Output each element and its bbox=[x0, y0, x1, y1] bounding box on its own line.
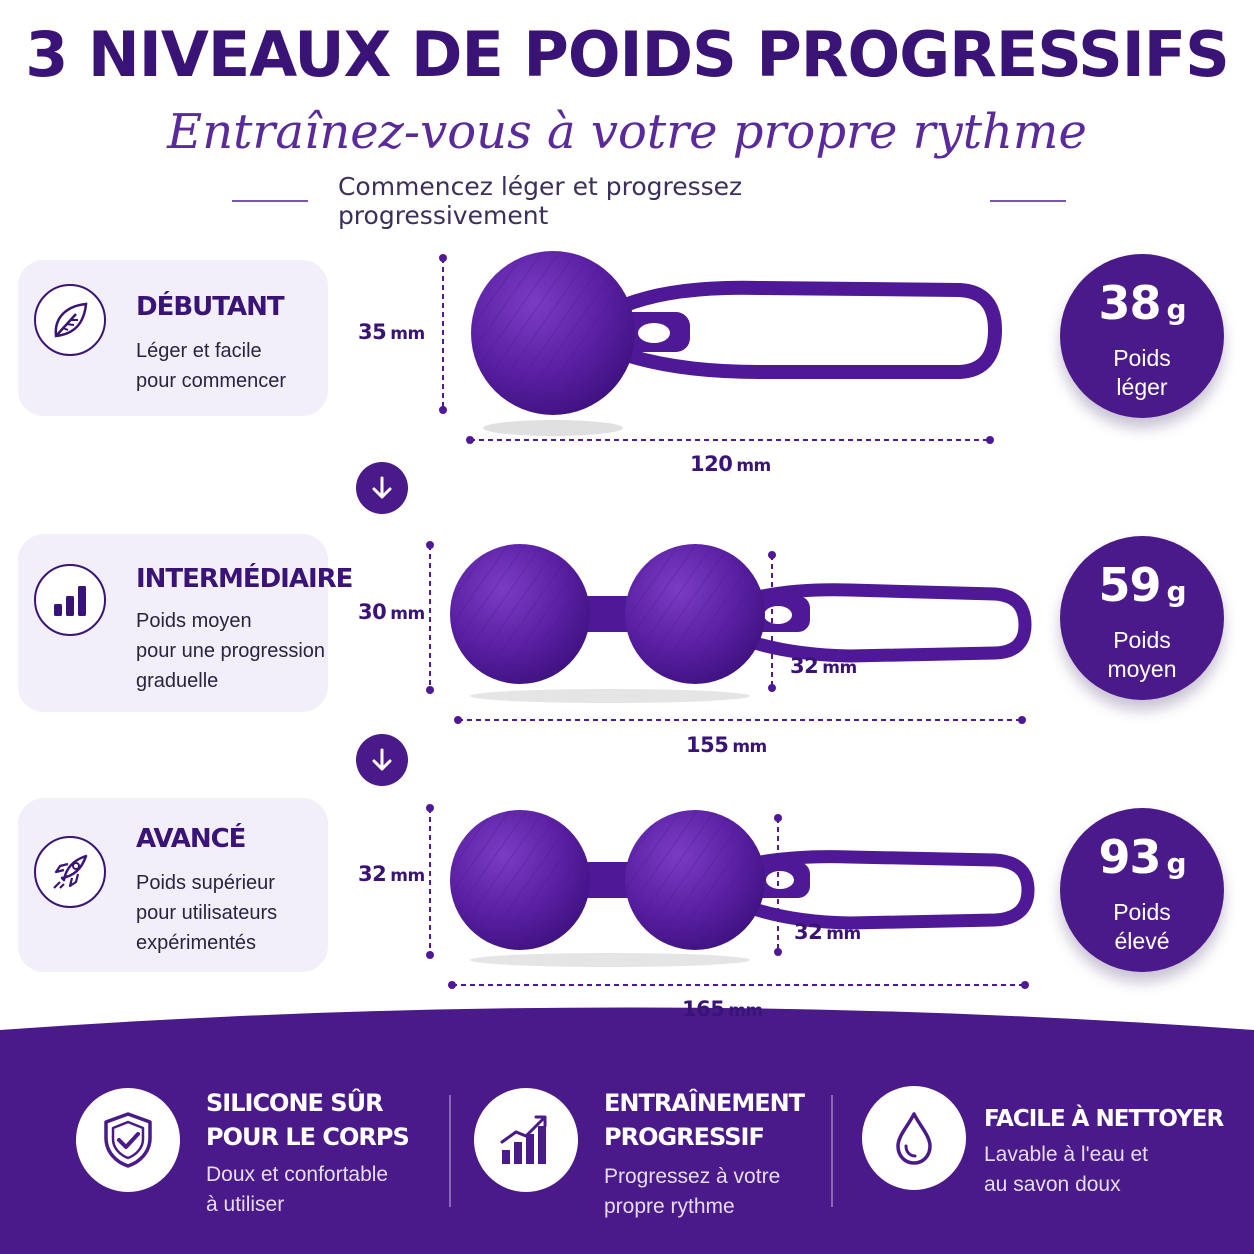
dim-length-level-3: 165 mm bbox=[682, 997, 763, 1021]
dim-ball-level-2: 32 mm bbox=[790, 654, 857, 678]
level-desc-line3: expérimentés bbox=[136, 932, 257, 954]
divider-right bbox=[990, 200, 1066, 202]
product-level-1 bbox=[471, 251, 1002, 436]
level-card-intermediaire: INTERMÉDIAIRE Poids moyen pour une progr… bbox=[18, 534, 353, 712]
weight-value: 59 g bbox=[1098, 558, 1186, 612]
dim-length-level-1: 120 mm bbox=[690, 452, 771, 476]
shield-check-icon bbox=[76, 1088, 180, 1192]
arrow-down-icon bbox=[356, 734, 408, 786]
feature-title: SILICONE SÛR POUR LE CORPS bbox=[206, 1089, 410, 1151]
level-desc-line1: Léger et facile bbox=[136, 340, 262, 362]
tagline: Commencez léger et progressez progressiv… bbox=[337, 172, 743, 230]
weight-label: Poids léger bbox=[1113, 345, 1171, 400]
level-desc-line2: pour une progression bbox=[136, 640, 326, 662]
level-desc-line1: Poids supérieur bbox=[136, 872, 275, 894]
page-subtitle: Entraînez-vous à votre propre rythme bbox=[167, 104, 1087, 160]
dim-ball-level-3: 32 mm bbox=[794, 920, 861, 944]
weight-value: 93 g bbox=[1098, 830, 1186, 884]
rocket-icon bbox=[34, 836, 106, 908]
dim-height-level-3: 32 mm bbox=[358, 862, 425, 886]
arrow-down-icon bbox=[356, 462, 408, 514]
dim-length-level-2: 155 mm bbox=[686, 733, 767, 757]
weight-label: Poids moyen bbox=[1107, 627, 1177, 682]
weight-value: 38 g bbox=[1098, 276, 1186, 330]
dim-height-level-1: 35 mm bbox=[358, 320, 425, 344]
level-desc-line2: pour commencer bbox=[136, 370, 287, 392]
footer-band bbox=[0, 1007, 1254, 1254]
weight-badge-level-3: 93 g Poids élevé bbox=[1060, 808, 1224, 972]
footer-divider bbox=[449, 1095, 451, 1207]
feature-title: ENTRAÎNEMENT PROGRESSIF bbox=[604, 1089, 805, 1151]
level-desc-line1: Poids moyen bbox=[136, 610, 252, 632]
product-level-2 bbox=[450, 544, 1032, 703]
footer-divider bbox=[831, 1095, 833, 1207]
feature-title: FACILE À NETTOYER bbox=[984, 1106, 1224, 1132]
feature-nettoyage: FACILE À NETTOYER Lavable à l'eau et au s… bbox=[862, 1078, 1242, 1228]
level-card-avance: AVANCÉ Poids supérieur pour utilisateurs… bbox=[18, 798, 328, 972]
growth-chart-icon bbox=[474, 1088, 578, 1192]
product-level-3 bbox=[450, 810, 1035, 967]
feature-silicone: SILICONE SÛR POUR LE CORPS Doux et confor… bbox=[76, 1078, 436, 1228]
weight-label: Poids élevé bbox=[1113, 899, 1171, 954]
tagline-row: Commencez léger et progressez progressiv… bbox=[232, 172, 1066, 230]
level-desc-line3: graduelle bbox=[136, 670, 219, 692]
feature-entrainement: ENTRAÎNEMENT PROGRESSIF Progressez à votr… bbox=[474, 1078, 824, 1228]
water-drop-icon bbox=[862, 1086, 966, 1190]
level-card-debutant: DÉBUTANT Léger et facile pour commencer bbox=[18, 260, 328, 416]
leaf-icon bbox=[34, 284, 106, 356]
level-title: AVANCÉ bbox=[136, 824, 246, 854]
level-desc-line2: pour utilisateurs bbox=[136, 902, 278, 924]
feature-desc: Progressez à votre propre rythme bbox=[604, 1165, 781, 1218]
page-title: 3 NIVEAUX DE POIDS PROGRESSIFS bbox=[25, 18, 1230, 91]
weight-badge-level-2: 59 g Poids moyen bbox=[1060, 536, 1224, 700]
divider-left bbox=[232, 200, 308, 202]
dim-height-level-2: 30 mm bbox=[358, 600, 425, 624]
bar-chart-icon bbox=[34, 564, 106, 636]
level-title: INTERMÉDIAIRE bbox=[136, 564, 353, 594]
feature-desc: Lavable à l'eau et au savon doux bbox=[984, 1143, 1148, 1196]
weight-badge-level-1: 38 g Poids léger bbox=[1060, 254, 1224, 418]
feature-desc: Doux et confortable à utiliser bbox=[206, 1163, 389, 1216]
level-title: DÉBUTANT bbox=[136, 292, 285, 322]
